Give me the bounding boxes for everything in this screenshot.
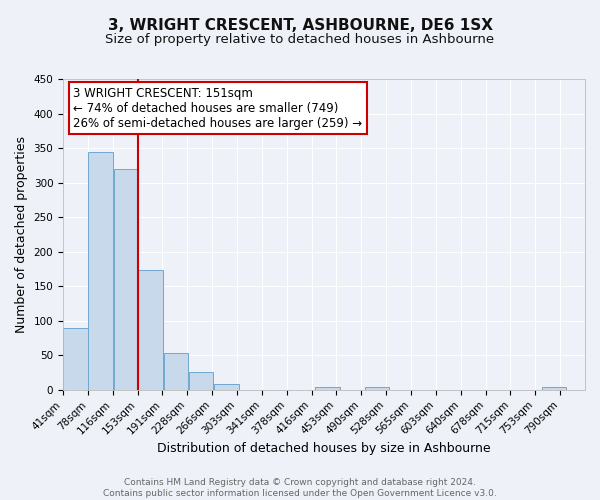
Bar [365, 387, 389, 390]
Bar [63, 328, 88, 390]
Bar [88, 152, 113, 390]
Bar [139, 270, 163, 390]
Bar [189, 372, 214, 390]
Bar [113, 169, 138, 390]
Text: 3 WRIGHT CRESCENT: 151sqm
← 74% of detached houses are smaller (749)
26% of semi: 3 WRIGHT CRESCENT: 151sqm ← 74% of detac… [73, 87, 362, 130]
Y-axis label: Number of detached properties: Number of detached properties [15, 136, 28, 333]
Bar [315, 387, 340, 390]
Bar [542, 387, 566, 390]
X-axis label: Distribution of detached houses by size in Ashbourne: Distribution of detached houses by size … [157, 442, 491, 455]
Text: Size of property relative to detached houses in Ashbourne: Size of property relative to detached ho… [106, 32, 494, 46]
Bar [214, 384, 239, 390]
Text: Contains HM Land Registry data © Crown copyright and database right 2024.
Contai: Contains HM Land Registry data © Crown c… [103, 478, 497, 498]
Bar [164, 354, 188, 390]
Text: 3, WRIGHT CRESCENT, ASHBOURNE, DE6 1SX: 3, WRIGHT CRESCENT, ASHBOURNE, DE6 1SX [107, 18, 493, 32]
